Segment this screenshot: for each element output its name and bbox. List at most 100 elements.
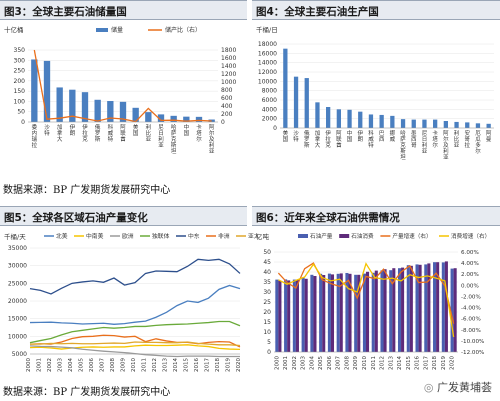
fig6-bar <box>295 279 299 352</box>
fig6-legend-label: 石油消费 <box>351 232 374 240</box>
fig4-ytick: 4000 <box>262 106 277 113</box>
fig6-ytick: 0 <box>267 349 271 356</box>
fig5-line-series <box>29 344 241 351</box>
fig4-bar-production <box>390 115 395 128</box>
fig6-bar <box>362 273 366 352</box>
fig6-ytick: 10 <box>263 329 271 336</box>
fig6-bar <box>336 273 340 352</box>
fig3-y2tick: 1600 <box>221 55 236 62</box>
figure-5-chart: 千桶/天 北美 中南美 欧洲 独联体 中东 非洲 亚太 5000 10000 15000 20000 2… <box>4 232 260 372</box>
figure-3-title: 图3：全球主要石油储量国 <box>4 6 127 18</box>
fig6-bar <box>415 264 419 352</box>
fig4-xtick-label: 伊拉克 <box>325 129 331 149</box>
fig4-ytick: 16000 <box>258 50 277 57</box>
fig3-xtick-label: 委内瑞拉 <box>32 123 38 149</box>
fig4-bar-production <box>454 121 459 128</box>
fig3-xtick-label: 科威特 <box>108 123 114 143</box>
fig5-xtick-label: 2007 <box>100 358 106 372</box>
fig6-legend-swatch <box>298 234 308 238</box>
fig3-ytick: 350 <box>14 47 26 54</box>
fig4-xtick-label: 阿曼 <box>486 129 492 143</box>
figure-4-title: 图4：全球主要石油生产国 <box>256 6 379 18</box>
fig6-bar <box>348 273 352 352</box>
fig6-line-growth <box>278 262 455 338</box>
fig5-legend-label: 中东 <box>188 232 200 240</box>
fig6-ytick: 20 <box>263 309 271 316</box>
fig4-xtick-label: 俄罗斯 <box>304 129 310 149</box>
fig5-legend-label: 北美 <box>56 232 68 240</box>
figure-5-title: 图5：全球各区域石油产量变化 <box>4 212 148 224</box>
fig3-bar-reserves <box>170 115 177 122</box>
fig3-bar-reserves <box>195 116 203 122</box>
fig4-xtick-label: 安哥拉 <box>464 129 470 149</box>
fig4-ytick: 10000 <box>258 78 277 85</box>
fig6-legend-label: 产量增速（右） <box>392 232 431 240</box>
fig5-xtick-label: 2020 <box>236 358 242 372</box>
fig6-bar <box>380 270 384 352</box>
fig4-bar-production <box>358 111 363 128</box>
fig6-bar <box>441 262 445 352</box>
fig6-bar <box>383 269 387 352</box>
fig5-xtick-label: 2002 <box>47 358 53 372</box>
fig5-ytick: 30000 <box>8 263 27 270</box>
fig5-ytick: 25000 <box>8 280 27 287</box>
fig5-line-series <box>29 284 241 325</box>
fig6-bar <box>275 279 279 352</box>
fig3-xtick-label: 伊朗 <box>70 123 76 137</box>
fig5-xtick-label: 2011 <box>142 358 148 372</box>
fig4-xtick-label: 阿联酋 <box>336 129 342 149</box>
source-note-bottom: 数据来源：BP 广发期货发展研究中心 <box>3 387 171 398</box>
fig4-bar-production <box>293 76 299 128</box>
fig4-bar-production <box>326 107 331 128</box>
fig3-xtick-label: 加拿大 <box>57 123 63 143</box>
figure-4-panel: 图4：全球主要石油生产国 千桶/日 0 2000 4000 6000 8000 10000 1… <box>252 0 500 172</box>
fig4-xtick-label: 阿尔及利亚 <box>443 129 449 161</box>
fig5-xtick-label: 2019 <box>226 358 232 372</box>
fig5-xtick-label: 2000 <box>26 358 32 372</box>
fig4-bar-production <box>347 109 352 128</box>
fig5-xtick-label: 2012 <box>152 358 158 372</box>
fig5-ytick: 35000 <box>8 245 27 252</box>
fig4-xtick-label: 沙特 <box>293 130 299 143</box>
fig6-ytick: 5 <box>267 339 271 346</box>
fig6-bar <box>418 264 422 352</box>
fig6-legend-swatch <box>339 234 350 238</box>
fig4-xtick-label: 巴西 <box>379 130 385 143</box>
fig6-bar <box>366 271 370 352</box>
figure-3-chart: 十亿桶 储量 储产比（右）05010015020025030035002004006… <box>4 25 236 155</box>
fig6-bar <box>310 274 314 352</box>
fig5-line-series <box>29 258 241 295</box>
fig3-xtick-label: 阿联酋 <box>120 123 126 143</box>
figure-3-panel: 图3：全球主要石油储量国 十亿桶 储量 储产比（右） 0 50 100 150 200 250 3… <box>0 0 247 172</box>
fig4-bar-production <box>486 123 491 128</box>
fig6-ytick: 45 <box>263 259 271 266</box>
fig6-y2tick: 4.00% <box>461 261 479 267</box>
fig4-xtick-label: 墨西哥 <box>411 130 417 149</box>
fig3-ytick: 0 <box>21 119 25 126</box>
fig6-bar <box>287 280 291 352</box>
fig3-ytick: 300 <box>14 57 26 64</box>
fig4-xtick-label: 科威特 <box>368 129 374 149</box>
fig3-unit-label: 十亿桶 <box>4 25 24 34</box>
fig5-ytick: 10000 <box>8 333 27 340</box>
fig3-xtick-label: 尼日利亚 <box>158 124 164 149</box>
fig4-ytick: 2000 <box>262 116 277 123</box>
fig5-ytick: 20000 <box>8 298 27 305</box>
fig5-xtick-label: 2006 <box>89 358 95 372</box>
fig5-line-series <box>29 334 241 348</box>
figure-6-panel: 图6：近年来全球石油供需情况 亿吨 石油产量 石油消费 产量增速（右） 消费增速（右） 0… <box>252 206 500 376</box>
fig6-y2tick: 0.00% <box>461 283 479 289</box>
figure-4-chart: 千桶/日 0 2000 4000 6000 8000 10000 12000 14000 1600… <box>256 25 494 161</box>
fig4-bar-production <box>379 114 384 128</box>
fig3-y2tick: 400 <box>221 103 233 110</box>
fig6-bar <box>444 261 448 352</box>
fig3-bar-reserves <box>69 89 76 122</box>
fig4-bar-production <box>368 114 374 128</box>
fig4-ytick: 0 <box>273 125 277 132</box>
fig5-xtick-label: 2018 <box>215 358 221 372</box>
fig3-ytick: 200 <box>14 78 26 85</box>
fig3-xtick-label: 沙特 <box>44 124 50 137</box>
fig5-legend-label: 独联体 <box>152 232 170 240</box>
fig6-line-growth <box>277 262 455 324</box>
fig6-xtick-label: 2013 <box>388 356 394 370</box>
